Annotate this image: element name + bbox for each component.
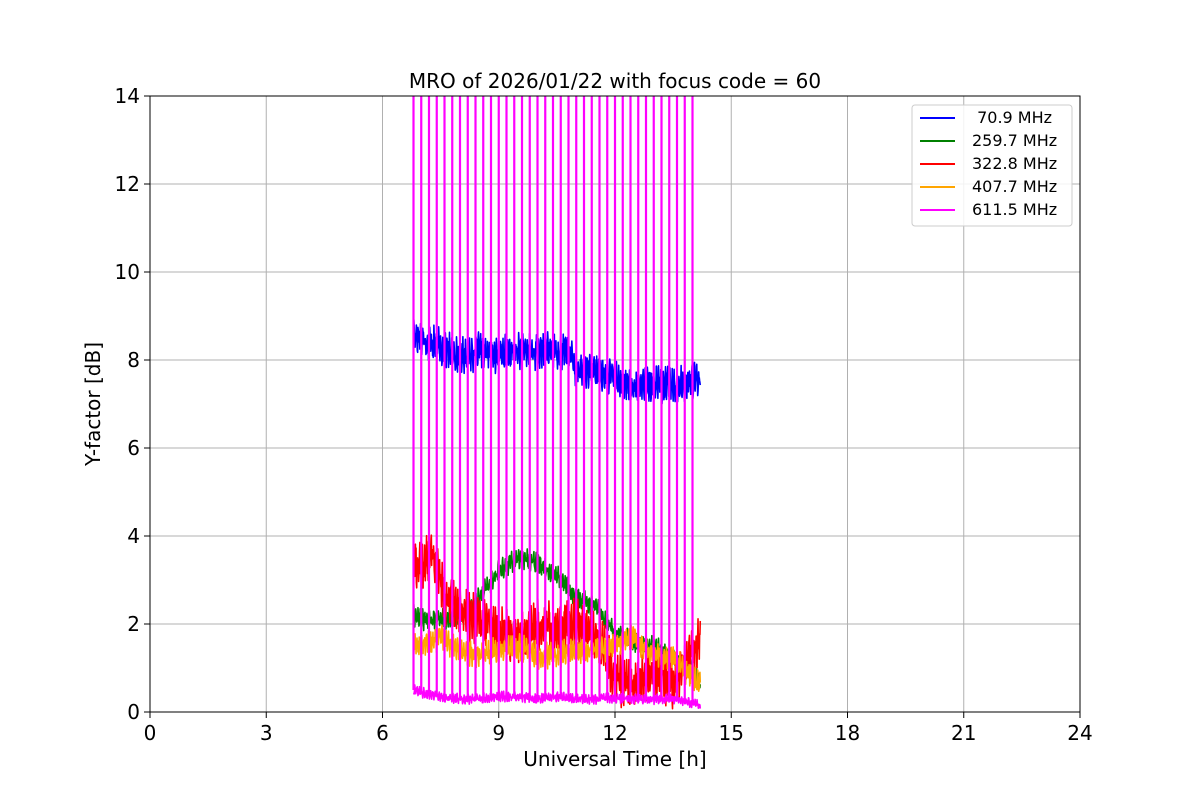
legend-label: 407.7 MHz: [972, 177, 1057, 196]
legend-label: 611.5 MHz: [972, 200, 1057, 219]
x-tick-label: 3: [260, 721, 273, 745]
y-tick-label: 2: [127, 612, 140, 636]
legend-label: 70.9 MHz: [972, 108, 1052, 127]
series-line: [412, 624, 702, 693]
y-tick-label: 12: [115, 172, 140, 196]
series-layer: [412, 96, 702, 710]
series-4: [412, 96, 702, 710]
legend-label: 259.7 MHz: [972, 131, 1057, 150]
legend: 70.9 MHz 259.7 MHz 322.8 MHz 407.7 MHz 611.5…: [911, 104, 1073, 227]
y-tick-label: 8: [127, 348, 140, 372]
y-tick-label: 14: [115, 84, 140, 108]
legend-label: 322.8 MHz: [972, 154, 1057, 173]
chart-title: MRO of 2026/01/22 with focus code = 60: [409, 69, 821, 93]
x-tick-label: 0: [144, 721, 157, 745]
x-tick-label: 21: [951, 721, 976, 745]
series-line: [412, 318, 702, 405]
x-tick-label: 12: [602, 721, 627, 745]
x-tick-label: 15: [719, 721, 744, 745]
y-axis-label: Y-factor [dB]: [81, 342, 105, 467]
y-tick-label: 4: [127, 524, 140, 548]
series-line: [412, 534, 702, 710]
legend-box: [911, 104, 1073, 227]
series-line: [412, 684, 702, 710]
y-tick-label: 10: [115, 260, 140, 284]
x-tick-label: 9: [492, 721, 505, 745]
x-tick-label: 6: [376, 721, 389, 745]
y-tick-label: 6: [127, 436, 140, 460]
x-axis-label: Universal Time [h]: [523, 747, 706, 771]
y-tick-label: 0: [127, 700, 140, 724]
x-tick-label: 24: [1067, 721, 1092, 745]
x-tick-label: 18: [835, 721, 860, 745]
